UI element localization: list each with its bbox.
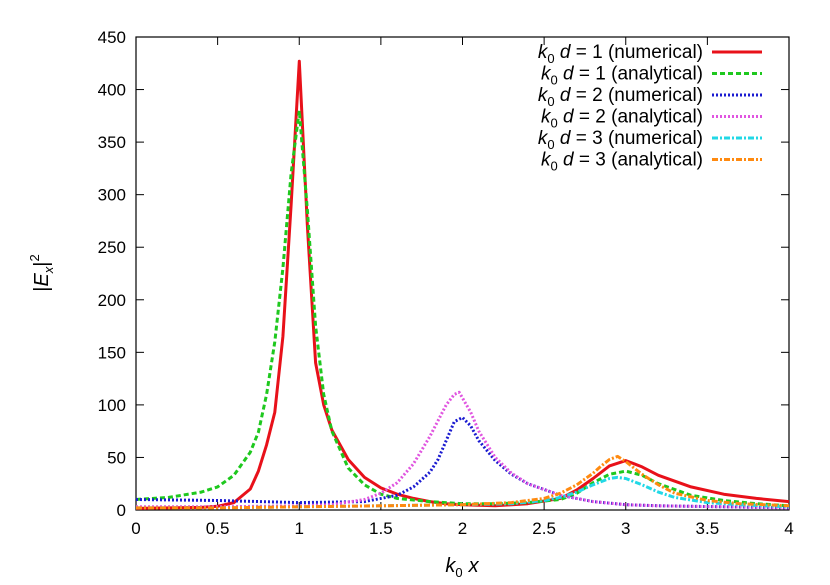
x-tick-label: 1	[295, 519, 304, 538]
x-tick-label: 2.5	[532, 519, 556, 538]
y-tick-label: 0	[117, 501, 126, 520]
series-layer	[135, 59, 790, 510]
y-tick-label: 50	[107, 448, 126, 467]
x-tick-label: 1.5	[369, 519, 393, 538]
series-line-5	[136, 475, 790, 510]
x-tick-label: 0.5	[206, 519, 230, 538]
legend-label-3: k0 d = 2 (numerical)	[538, 85, 703, 109]
legend-label-5: k0 d = 3 (numerical)	[538, 128, 703, 152]
x-tick-label: 3	[621, 519, 630, 538]
y-tick-label: 200	[98, 291, 126, 310]
y-tick-label: 100	[98, 396, 126, 415]
series-line-6	[136, 454, 790, 510]
axis-ticks: 0 0.5 1 1.5 2 2.5 3 3.5 4 0 50 100 150 200 250 300 350 40…	[98, 28, 794, 538]
y-tick-label: 400	[98, 81, 126, 100]
y-tick-label: 350	[98, 133, 126, 152]
y-tick-label: 150	[98, 343, 126, 362]
legend-label-1: k0 d = 1 (numerical)	[538, 42, 703, 66]
x-tick-label: 4	[784, 519, 793, 538]
y-tick-label: 250	[98, 238, 126, 257]
series-line-4	[136, 390, 790, 510]
y-axis-label: |Ex|2	[27, 254, 56, 291]
series-line-2	[135, 109, 790, 508]
y-tick-label: 450	[98, 28, 126, 47]
x-axis-label: k0 x	[445, 555, 479, 580]
x-tick-label: 2	[458, 519, 467, 538]
x-tick-label: 3.5	[696, 519, 720, 538]
y-tick-label: 300	[98, 186, 126, 205]
legend-label-2: k0 d = 1 (analytical)	[541, 64, 703, 88]
legend-label-4: k0 d = 2 (analytical)	[541, 107, 703, 131]
series-line-3	[135, 416, 790, 510]
legend-label-6: k0 d = 3 (analytical)	[541, 150, 703, 174]
x-tick-label: 0	[131, 519, 140, 538]
legend: k0 d = 1 (numerical)k0 d = 1 (analytical…	[538, 42, 762, 174]
series-line-1	[135, 59, 790, 510]
